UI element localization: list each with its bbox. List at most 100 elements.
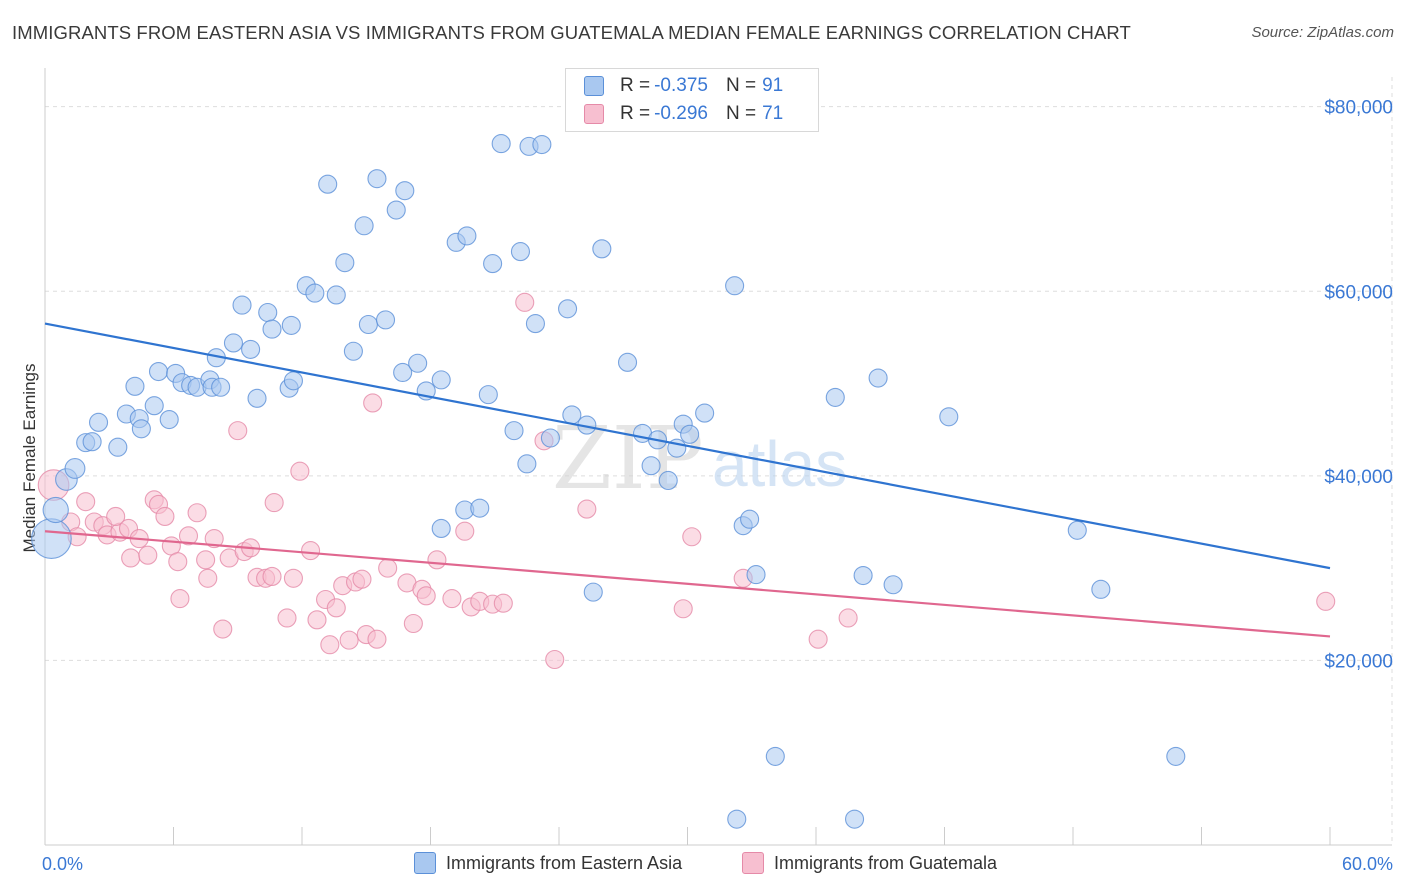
point-guatemala — [455, 521, 475, 541]
point-eastern-asia — [395, 181, 415, 201]
point-guatemala — [213, 619, 233, 639]
point-guatemala — [301, 541, 321, 561]
trend-line-guatemala — [44, 530, 1331, 638]
point-guatemala — [673, 599, 693, 619]
point-eastern-asia — [583, 582, 603, 602]
point-eastern-asia — [393, 362, 413, 383]
point-eastern-asia — [358, 314, 378, 335]
point-eastern-asia — [1166, 746, 1186, 766]
point-eastern-asia — [354, 216, 374, 236]
point-guatemala — [168, 552, 188, 572]
point-eastern-asia — [483, 254, 503, 274]
point-eastern-asia — [125, 376, 145, 396]
point-eastern-asia — [725, 276, 745, 296]
point-guatemala — [307, 610, 327, 630]
point-eastern-asia — [318, 174, 338, 194]
point-eastern-asia — [262, 319, 282, 339]
chart-title: IMMIGRANTS FROM EASTERN ASIA VS IMMIGRAN… — [12, 22, 1131, 43]
point-eastern-asia — [367, 169, 387, 189]
point-guatemala — [138, 545, 158, 565]
point-eastern-asia — [540, 428, 560, 448]
point-eastern-asia — [431, 518, 451, 538]
bottom-legend-label: Immigrants from Eastern Asia — [446, 852, 683, 873]
point-guatemala — [352, 569, 372, 589]
legend-swatch-pink — [584, 104, 604, 124]
point-eastern-asia — [258, 302, 278, 323]
legend-row-guatemala: R = -0.296 N = 71 — [584, 102, 783, 126]
point-eastern-asia — [510, 242, 531, 262]
point-guatemala — [545, 649, 565, 670]
points-layer — [31, 134, 1336, 829]
point-eastern-asia — [658, 470, 678, 491]
point-guatemala — [403, 613, 423, 634]
point-eastern-asia — [641, 456, 661, 476]
point-eastern-asia — [88, 412, 109, 432]
point-eastern-asia — [431, 370, 451, 390]
bottom-legend-label: Immigrants from Guatemala — [774, 852, 998, 873]
point-eastern-asia — [159, 409, 179, 430]
y-tick-label: $80,000 — [1324, 98, 1393, 119]
y-tick-label: $40,000 — [1324, 467, 1393, 488]
point-eastern-asia — [765, 746, 785, 766]
point-guatemala — [363, 393, 383, 413]
bottom-legend-swatch-blue — [414, 852, 436, 874]
point-eastern-asia — [868, 368, 888, 388]
legend-r-label: R = — [620, 103, 651, 124]
point-eastern-asia — [491, 134, 511, 154]
point-eastern-asia — [727, 809, 747, 829]
legend-n-label: N = — [725, 103, 757, 124]
legend-r-value: -0.296 — [654, 103, 708, 124]
point-eastern-asia — [558, 299, 578, 319]
legend-n-label: N = — [725, 75, 757, 96]
point-eastern-asia — [532, 134, 552, 155]
point-guatemala — [262, 566, 282, 586]
point-eastern-asia — [343, 341, 363, 361]
source-label: Source: ZipAtlas.com — [1251, 24, 1394, 41]
point-guatemala — [682, 527, 702, 547]
point-guatemala — [204, 529, 224, 549]
point-eastern-asia — [375, 310, 396, 330]
point-eastern-asia — [148, 362, 169, 382]
legend-r-label: R = — [620, 75, 651, 96]
point-eastern-asia — [305, 283, 325, 303]
point-eastern-asia — [247, 388, 267, 408]
point-eastern-asia — [232, 295, 252, 315]
point-eastern-asia — [283, 371, 303, 391]
point-eastern-asia — [617, 352, 638, 372]
point-eastern-asia — [42, 496, 69, 524]
legend-row-eastern-asia: R = -0.375 N = 91 — [584, 74, 783, 98]
point-eastern-asia — [144, 396, 164, 416]
point-guatemala — [196, 550, 216, 570]
point-eastern-asia — [470, 498, 490, 518]
grid-layer — [45, 77, 1393, 845]
axes-layer — [44, 68, 1392, 846]
trend-layer — [44, 322, 1331, 638]
point-guatemala — [283, 568, 303, 588]
point-guatemala — [178, 526, 199, 546]
legend-r-value: -0.375 — [654, 75, 708, 96]
x-tick-label-min: 0.0% — [42, 854, 83, 874]
bottom-legend-guatemala: Immigrants from Guatemala — [742, 852, 997, 874]
trend-line-eastern-asia — [44, 322, 1331, 570]
point-eastern-asia — [457, 226, 477, 246]
legend: R = -0.375 N = 91 R = -0.296 N = 71 — [565, 68, 819, 132]
point-eastern-asia — [108, 437, 128, 457]
y-tick-label: $20,000 — [1324, 651, 1393, 672]
point-guatemala — [339, 630, 359, 650]
point-eastern-asia — [386, 200, 406, 220]
tick-labels: $20,000 $40,000 $60,000 $80,000 0.0% 60.0% — [42, 98, 1393, 874]
point-eastern-asia — [517, 454, 537, 474]
point-guatemala — [106, 506, 126, 527]
point-eastern-asia — [241, 339, 261, 359]
point-eastern-asia — [883, 575, 903, 595]
bottom-legend-swatch-pink — [742, 852, 764, 874]
point-eastern-asia — [695, 403, 715, 423]
point-guatemala — [493, 593, 513, 613]
point-eastern-asia — [1067, 520, 1087, 540]
legend-n-value: 71 — [762, 103, 784, 124]
point-guatemala — [290, 461, 310, 481]
point-guatemala — [121, 548, 141, 568]
point-guatemala — [170, 589, 190, 609]
point-eastern-asia — [740, 509, 760, 529]
point-eastern-asia — [64, 458, 86, 479]
